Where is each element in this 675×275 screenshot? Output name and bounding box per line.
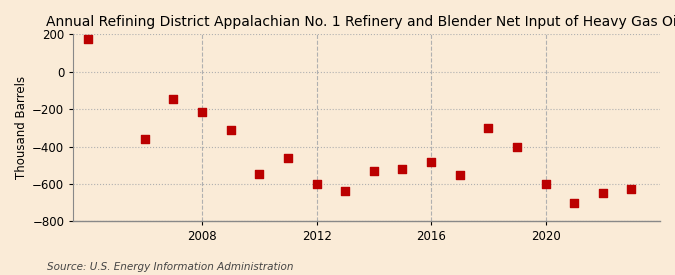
Point (483, 126, 493, 130)
Point (196, 110, 207, 114)
Point (340, 188, 350, 193)
Point (225, 128, 236, 132)
Point (512, 144, 522, 149)
Point (283, 156, 294, 160)
Point (540, 182, 551, 186)
Text: Source: U.S. Energy Information Administration: Source: U.S. Energy Information Administ… (47, 262, 294, 272)
Point (311, 182, 322, 186)
Point (454, 172, 465, 177)
Point (426, 160, 437, 164)
Title: Annual Refining District Appalachian No. 1 Refinery and Blender Net Input of Hea: Annual Refining District Appalachian No.… (46, 15, 675, 29)
Point (626, 186, 637, 191)
Point (254, 172, 265, 176)
Point (397, 167, 408, 171)
Point (369, 169, 379, 173)
Y-axis label: Thousand Barrels: Thousand Barrels (15, 76, 28, 180)
Point (140, 137, 151, 141)
Point (168, 97, 179, 101)
Point (82, 37, 93, 41)
Point (569, 200, 580, 205)
Point (597, 191, 608, 195)
